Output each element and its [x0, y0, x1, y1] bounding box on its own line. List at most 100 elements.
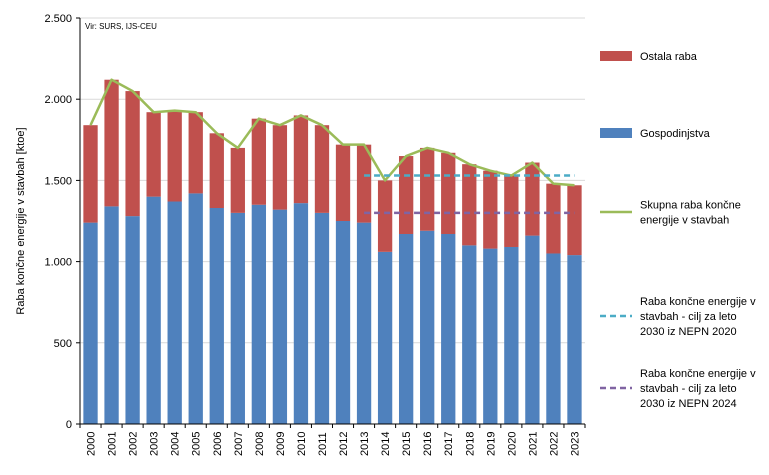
bar-gospodinjstva-2006 [209, 208, 224, 424]
x-tick-label: 2021 [527, 432, 539, 456]
bar-ostala-raba-2020 [504, 175, 519, 247]
bar-ostala-raba-2008 [251, 118, 267, 205]
x-tick-label: 2017 [443, 432, 455, 456]
bar-gospodinjstva-2005 [188, 193, 203, 424]
x-tick-label: 2000 [86, 432, 98, 456]
bar-ostala-raba-2018 [462, 164, 477, 246]
axes [76, 17, 586, 428]
x-tick-label: 2005 [191, 432, 203, 456]
bar-ostala-raba-2012 [335, 144, 351, 221]
legend-label: Ostala raba [640, 51, 698, 63]
bar-gospodinjstva-2013 [356, 222, 372, 424]
y-tick-label: 500 [54, 338, 72, 350]
bar-gospodinjstva-2012 [335, 221, 351, 424]
bar-gospodinjstva-2002 [125, 216, 140, 424]
y-tick-label: 0 [66, 419, 72, 431]
x-tick-labels: 2000 2001 2002 2003 2004 2005 2006 2007 2008 2009… [86, 432, 582, 456]
bar-gospodinjstva-2021 [525, 235, 540, 424]
bars [83, 79, 582, 424]
legend-label: stavbah - cilj za leto [640, 311, 737, 323]
legend-entry-4: Raba končne energije v stavbah - cilj za … [600, 368, 756, 410]
bar-gospodinjstva-2003 [146, 196, 161, 424]
legend-entry-2: Skupna raba končne energije v stavbah [600, 200, 741, 227]
x-tick-label: 2001 [107, 432, 119, 456]
bar-gospodinjstva-2017 [441, 233, 456, 424]
x-tick-label: 2013 [359, 432, 371, 456]
x-tick-label: 2002 [128, 432, 140, 456]
x-tick-label: 2003 [149, 432, 161, 456]
bar-ostala-raba-2022 [546, 183, 561, 254]
bar-gospodinjstva-2014 [377, 251, 393, 424]
y-tick-label: 1.500 [44, 175, 72, 187]
bar-ostala-raba-2021 [525, 162, 540, 236]
bar-ostala-raba-2014 [377, 180, 393, 252]
legend-label: Skupna raba končne [640, 200, 741, 212]
legend-label: 2030 iz NEPN 2024 [640, 398, 737, 410]
bar-gospodinjstva-2020 [504, 246, 519, 424]
bar-gospodinjstva-2019 [483, 248, 498, 424]
x-tick-label: 2004 [170, 432, 182, 456]
x-tick-label: 2020 [506, 432, 518, 456]
x-tick-label: 2019 [485, 432, 497, 456]
y-axis-label: Raba končne energije v stavbah [ktoe] [15, 127, 27, 314]
y-tick-label: 1.000 [44, 257, 72, 269]
bar-ostala-raba-2013 [356, 144, 372, 223]
bar-ostala-raba-2009 [272, 125, 288, 210]
bar-gospodinjstva-2001 [104, 206, 119, 424]
legend-label: energije v stavbah [640, 215, 729, 227]
x-tick-label: 2023 [569, 432, 581, 456]
bar-ostala-raba-2015 [398, 156, 414, 234]
x-tick-label: 2007 [233, 432, 245, 456]
bar-ostala-raba-2007 [230, 147, 245, 213]
legend-entry-3: Raba končne energije v stavbah - cilj za … [600, 296, 756, 338]
bar-ostala-raba-2017 [441, 152, 456, 234]
bar-ostala-raba-2002 [125, 91, 140, 217]
bar-gospodinjstva-2016 [420, 230, 435, 424]
series-lines [89, 78, 575, 215]
legend-swatch [600, 128, 632, 138]
x-tick-label: 2015 [401, 432, 413, 456]
legend-entry-1: Gospodinjstva [600, 128, 711, 140]
bar-ostala-raba-2010 [293, 115, 309, 204]
bar-ostala-raba-2004 [167, 110, 182, 202]
bar-gospodinjstva-2007 [230, 212, 245, 424]
line-skupna-raba [89, 78, 575, 187]
bar-ostala-raba-2011 [314, 125, 330, 213]
bar-ostala-raba-2016 [420, 147, 435, 231]
bar-ostala-raba-2006 [209, 133, 224, 209]
x-tick-label: 2022 [548, 432, 560, 456]
x-tick-label: 2012 [338, 432, 350, 456]
y-tick-label: 2.000 [44, 94, 72, 106]
x-tick-label: 2014 [380, 432, 392, 456]
bar-ostala-raba-2023 [567, 185, 582, 256]
bar-gospodinjstva-2011 [314, 212, 330, 424]
legend-label: Gospodinjstva [640, 128, 711, 140]
bar-gospodinjstva-2004 [167, 201, 182, 424]
x-tick-label: 2009 [275, 432, 287, 456]
x-tick-label: 2011 [317, 432, 329, 456]
bar-gospodinjstva-2022 [546, 253, 561, 424]
y-tick-label: 2.500 [44, 13, 72, 25]
legend-label: stavbah - cilj za leto [640, 383, 737, 395]
bar-ostala-raba-2019 [483, 170, 498, 249]
legend-label: Raba končne energije v [640, 368, 756, 380]
bar-ostala-raba-2001 [104, 79, 119, 207]
y-tick-labels: 0 500 1.000 1.500 2.000 2.500 [44, 13, 72, 431]
bar-ostala-raba-2000 [83, 125, 98, 223]
legend-label: 2030 iz NEPN 2020 [640, 326, 737, 338]
x-tick-label: 2018 [464, 432, 476, 456]
bar-gospodinjstva-2023 [567, 255, 582, 424]
bar-gospodinjstva-2010 [293, 203, 309, 424]
bar-ostala-raba-2005 [188, 112, 203, 194]
bar-gospodinjstva-2008 [251, 204, 267, 424]
legend: Ostala raba Gospodinjstva Skupna raba konč… [600, 51, 756, 410]
legend-swatch [600, 51, 632, 61]
x-tick-label: 2010 [296, 432, 308, 456]
bar-gospodinjstva-2015 [398, 233, 414, 424]
grid-lines [80, 17, 585, 344]
source-note: Vir: SURS, IJS-CEU [85, 22, 157, 31]
x-tick-label: 2016 [422, 432, 434, 456]
x-tick-label: 2006 [212, 432, 224, 456]
bar-ostala-raba-2003 [146, 112, 161, 197]
